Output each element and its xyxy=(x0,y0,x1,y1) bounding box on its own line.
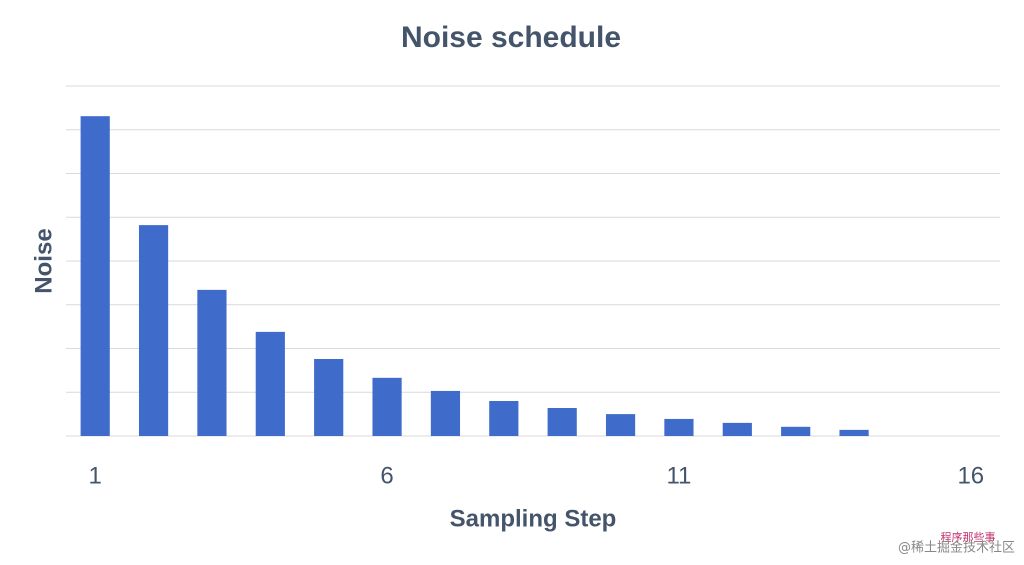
bar xyxy=(80,116,110,436)
bar xyxy=(255,331,285,436)
x-tick-label: 16 xyxy=(957,462,984,489)
x-tick-label: 11 xyxy=(666,462,691,489)
chart-title: Noise schedule xyxy=(401,21,621,54)
bar xyxy=(839,429,869,436)
bar xyxy=(664,418,694,436)
bar xyxy=(547,408,577,436)
bar xyxy=(314,359,344,436)
bar xyxy=(722,422,752,436)
bar xyxy=(372,377,402,436)
bar xyxy=(197,289,227,436)
watermark: @稀土掘金技术社区 xyxy=(898,540,1015,556)
bar xyxy=(781,426,811,436)
watermark: 程序那些事 xyxy=(941,530,996,544)
bar xyxy=(489,401,519,436)
bar xyxy=(138,225,169,436)
y-axis-title: Noise xyxy=(30,228,57,293)
x-tick-label: 6 xyxy=(380,462,393,489)
bar xyxy=(430,390,461,436)
x-tick-label: 1 xyxy=(89,462,102,489)
x-axis-title: Sampling Step xyxy=(450,505,617,532)
bar xyxy=(605,414,636,436)
